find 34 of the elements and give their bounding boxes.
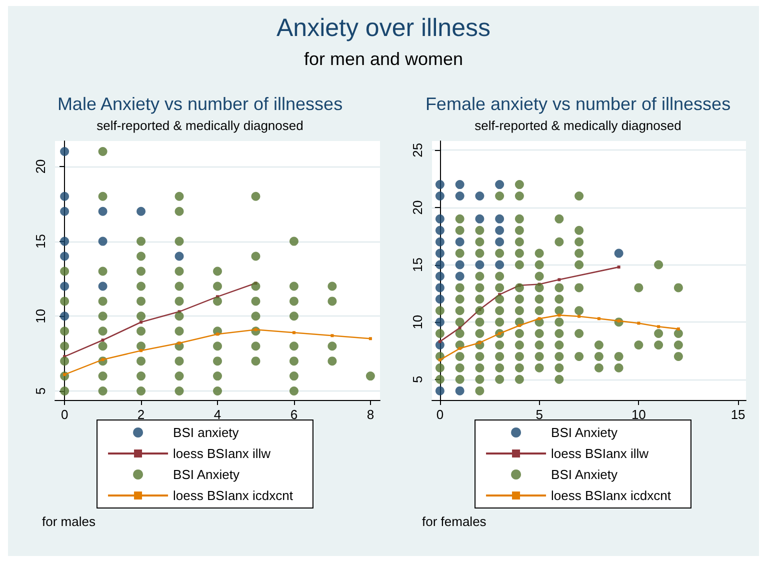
legend-label: loess BSIanx illw (551, 446, 650, 461)
legend-label: BSI Anxiety (551, 425, 618, 440)
chart-subtitle: self-reported & medically diagnosed (474, 118, 682, 133)
legend-label: BSI Anxiety (173, 467, 240, 482)
y-tick-label: 5 (410, 376, 425, 383)
x-tick-label: 0 (60, 407, 68, 422)
legend-label: loess BSIanx icdxcnt (173, 488, 294, 503)
y-tick-label: 20 (33, 159, 48, 174)
y-tick-label: 15 (410, 258, 425, 272)
x-tick-label: 8 (366, 407, 374, 422)
y-tick-label: 15 (33, 234, 48, 249)
x-tick-label: 5 (536, 407, 543, 422)
text: for males (42, 514, 96, 529)
legend-label: BSI Anxiety (551, 467, 618, 482)
x-tick-label: 15 (730, 407, 746, 422)
y-tick-label: 5 (33, 387, 48, 395)
legend-label: BSI anxiety (173, 425, 240, 440)
y-tick-label: 10 (33, 308, 48, 324)
text: for females (422, 514, 487, 529)
text: for men and women (302, 49, 464, 70)
x-tick-label: 10 (631, 407, 646, 422)
y-tick-label: 25 (410, 142, 425, 158)
chart-title: Male Anxiety vs number of illnesses (57, 94, 343, 114)
text: Anxiety over illness (276, 14, 492, 43)
x-tick-label: 2 (137, 407, 145, 422)
legend-label: loess BSIanx illw (173, 446, 272, 461)
y-tick-label: 20 (410, 200, 425, 215)
chart-subtitle: self-reported & medically diagnosed (96, 118, 304, 133)
x-tick-label: 4 (214, 407, 222, 422)
legend-label: loess BSIanx icdxcnt (551, 488, 672, 503)
chart-title: Female anxiety vs number of illnesses (425, 94, 731, 114)
x-tick-label: 0 (436, 407, 444, 422)
x-tick-label: 6 (290, 407, 298, 422)
y-tick-label: 10 (410, 314, 425, 330)
